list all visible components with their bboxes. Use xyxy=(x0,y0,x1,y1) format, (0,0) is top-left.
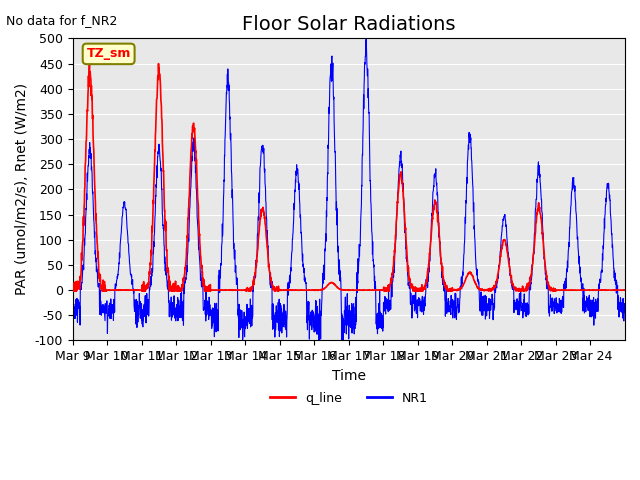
Text: TZ_sm: TZ_sm xyxy=(86,48,131,60)
Text: No data for f_NR2: No data for f_NR2 xyxy=(6,14,118,27)
Y-axis label: PAR (umol/m2/s), Rnet (W/m2): PAR (umol/m2/s), Rnet (W/m2) xyxy=(15,84,29,296)
X-axis label: Time: Time xyxy=(332,369,366,383)
Legend: q_line, NR1: q_line, NR1 xyxy=(265,387,433,410)
Title: Floor Solar Radiations: Floor Solar Radiations xyxy=(242,15,456,34)
